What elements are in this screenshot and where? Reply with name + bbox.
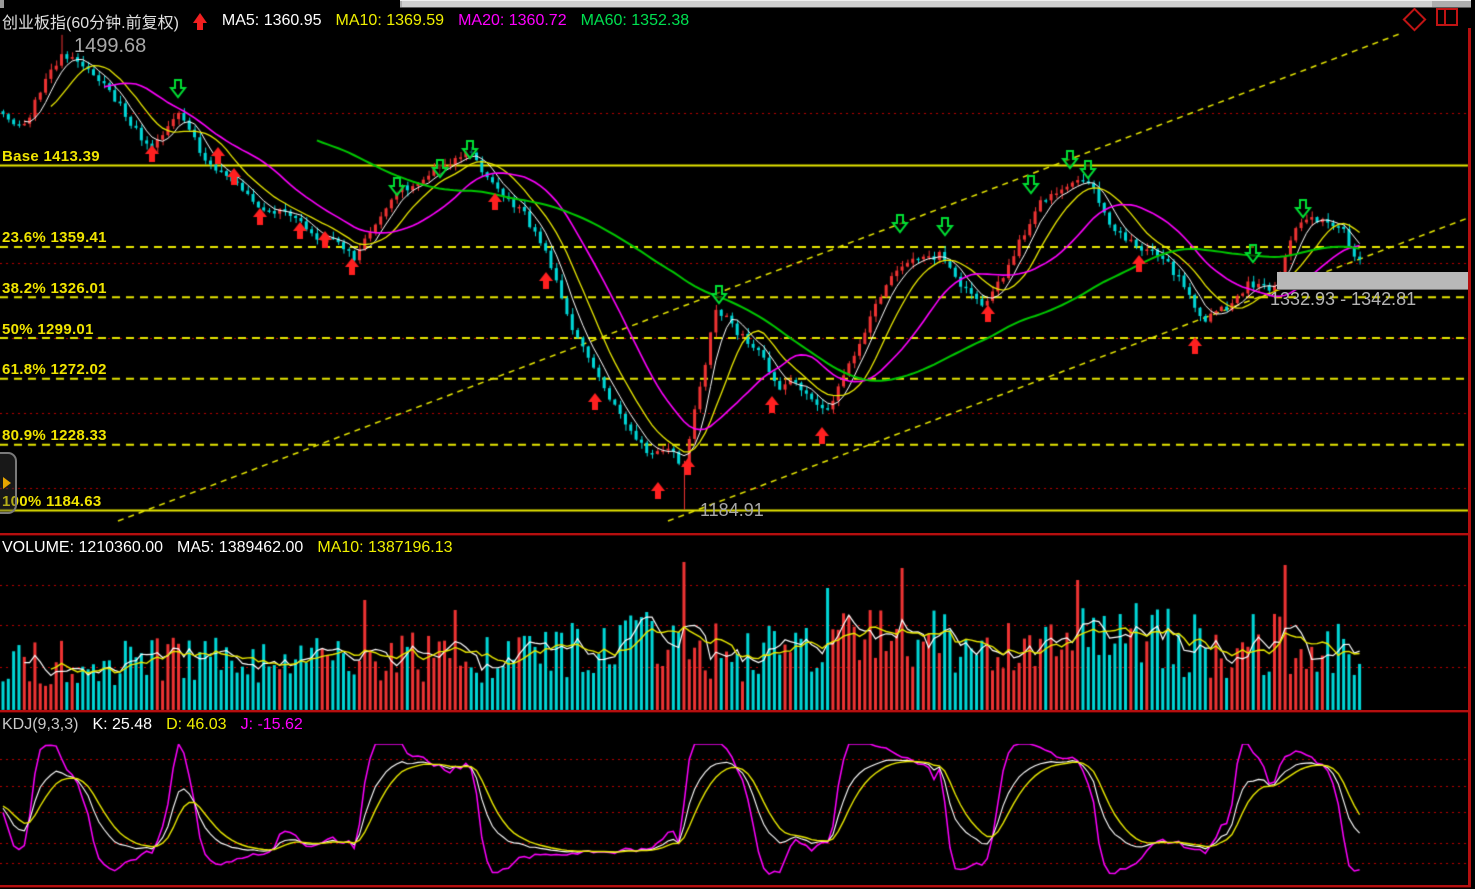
fib-label-382: 38.2% 1326.01 <box>2 279 107 297</box>
fib-label-base: Base 1413.39 <box>2 148 100 165</box>
volume-ma5-value: MA5: 1389462.00 <box>177 539 304 556</box>
volume-value: VOLUME: 1210360.00 <box>2 539 163 556</box>
fib-label-809: 80.9% 1228.33 <box>2 427 107 445</box>
session-low-label: 1184.91 <box>700 500 764 520</box>
left-panel-expander[interactable] <box>0 452 17 514</box>
fib-label-50: 50% 1299.01 <box>2 320 94 338</box>
top-scrollbar[interactable] <box>400 0 1471 8</box>
bottom-border <box>0 885 1471 888</box>
price-range-label: 1332.93 - 1342.81 <box>1270 289 1417 309</box>
kdj-d-value: D: 46.03 <box>166 716 227 733</box>
fib-label-236: 23.6% 1359.41 <box>2 229 107 247</box>
main-pane-header: 创业板指(60分钟.前复权) MA5: 1360.95 MA10: 1369.5… <box>2 9 689 33</box>
session-high-label: 1499.68 <box>74 35 147 57</box>
kdj-pane-header: KDJ(9,3,3) K: 25.48 D: 46.03 J: -15.62 <box>2 716 303 734</box>
instrument-title: 创业板指(60分钟.前复权) <box>2 15 179 32</box>
top-scrollbar-stub <box>0 0 4 8</box>
top-scrollbar-thumb[interactable] <box>402 1 1432 7</box>
expand-triangle-icon <box>3 477 11 489</box>
ma5-value: MA5: 1360.95 <box>221 12 322 29</box>
volume-kdj-divider <box>0 710 1471 713</box>
main-volume-divider <box>0 533 1471 536</box>
kdj-k-value: K: 25.48 <box>92 716 153 733</box>
fib-label-618: 61.8% 1272.02 <box>2 361 107 379</box>
ma20-value: MA20: 1360.72 <box>458 12 567 29</box>
kdj-params: KDJ(9,3,3) <box>2 716 79 733</box>
price-range-highlight-box <box>1277 272 1468 290</box>
up-arrow-icon <box>192 12 208 30</box>
right-border <box>1468 28 1471 887</box>
split-window-icon[interactable] <box>1436 8 1458 26</box>
fib-label-100: 100% 1184.63 <box>2 493 102 511</box>
ma60-value: MA60: 1352.38 <box>580 12 690 29</box>
ma10-value: MA10: 1369.59 <box>335 12 445 29</box>
volume-pane-header: VOLUME: 1210360.00 MA5: 1389462.00 MA10:… <box>2 539 453 557</box>
kdj-j-value: J: -15.62 <box>240 716 303 733</box>
volume-ma10-value: MA10: 1387196.13 <box>317 539 453 556</box>
